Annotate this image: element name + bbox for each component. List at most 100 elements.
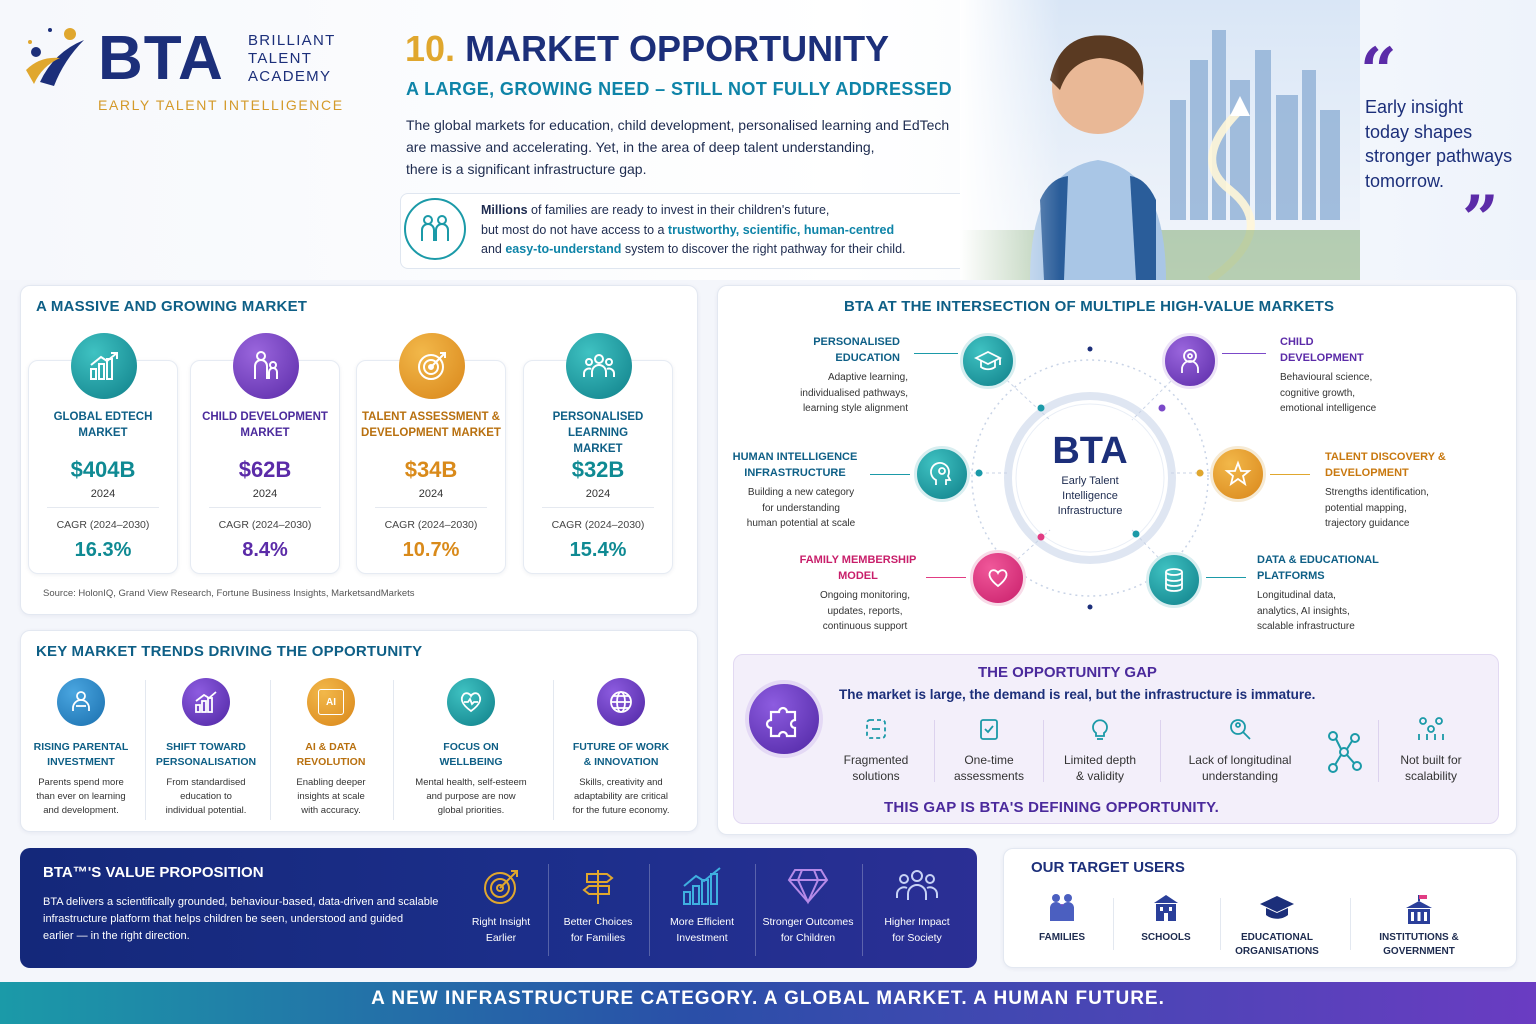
intersection-diagram xyxy=(950,346,1210,610)
families-callout xyxy=(400,193,1000,269)
target-users-title: OUR TARGET USERS xyxy=(1031,859,1185,876)
page-subtitle: A LARGE, GROWING NEED – STILL NOT FULLY … xyxy=(406,79,952,99)
node-human-intelligence-desc: Building a new category for understanding… xyxy=(746,487,856,529)
school-icon xyxy=(1111,893,1221,923)
ai-chip-icon: AI xyxy=(307,678,355,726)
banner-text: A NEW INFRASTRUCTURE CATEGORY. A GLOBAL … xyxy=(371,988,1165,1009)
market-talent-assessment: TALENT ASSESSMENT & DEVELOPMENT MARKET $3… xyxy=(356,333,506,574)
node-child-development-title: CHILD DEVELOPMENT xyxy=(1280,336,1364,364)
market-personalised-learning: PERSONALISED LEARNING MARKET $32B 2024 CA… xyxy=(523,333,673,574)
signpost-icon xyxy=(548,866,648,906)
magnifier-person-icon xyxy=(1172,716,1308,746)
gap-limited-depth: Limited depth & validity xyxy=(1045,716,1155,784)
quote-close-icon: ” xyxy=(1462,182,1499,257)
graduation-cap-icon xyxy=(960,333,1016,389)
opportunity-gap-panel xyxy=(733,654,1499,824)
node-human-intelligence-title: HUMAN INTELLIGENCE INFRASTRUCTURE xyxy=(732,451,858,479)
vp-right-insight: Right Insight Earlier xyxy=(451,866,551,946)
puzzle-icon xyxy=(745,680,823,758)
vp-higher-impact: Higher Impact for Society xyxy=(867,866,967,946)
target-icon xyxy=(399,333,465,399)
node-personalised-education-title: PERSONALISED EDUCATION xyxy=(813,336,900,364)
market-cagr: 15.4% xyxy=(569,539,627,561)
logo-mark-icon xyxy=(20,22,94,96)
gap-title: THE OPPORTUNITY GAP xyxy=(978,664,1157,681)
trend-wellbeing: FOCUS ON WELLBEING Mental health, self-es… xyxy=(408,678,534,818)
market-cagr: 16.3% xyxy=(74,539,132,561)
value-prop-title: BTA™'S VALUE PROPOSITION xyxy=(43,864,264,881)
gap-footer: THIS GAP IS BTA'S DEFINING OPPORTUNITY. xyxy=(884,799,1220,816)
node-family-membership-desc: Ongoing monitoring, updates, reports, cont… xyxy=(819,590,911,632)
market-edtech: GLOBAL EDTECH MARKET $404B 2024 CAGR (202… xyxy=(28,333,178,574)
head-gear-icon xyxy=(914,446,970,502)
star-icon xyxy=(1210,446,1266,502)
trend-ai-data: AI AI & DATA REVOLUTION Enabling deeper in… xyxy=(268,678,394,818)
trends-title: KEY MARKET TRENDS DRIVING THE OPPORTUNIT… xyxy=(36,643,423,660)
vp-better-choices: Better Choices for Families xyxy=(548,866,648,946)
bta-center-label: Early Talent Intelligence Infrastructure xyxy=(1057,475,1123,517)
graduation-cap-icon xyxy=(1222,893,1332,923)
node-talent-discovery-desc: Strengths identification, potential mappi… xyxy=(1325,487,1429,529)
value-proposition-card xyxy=(20,848,977,968)
parent-child-icon xyxy=(233,333,299,399)
market-value: $32B xyxy=(571,457,625,482)
trend-personalisation: SHIFT TOWARD PERSONALISATION From standar… xyxy=(143,678,269,818)
node-data-platforms-desc: Longitudinal data, analytics, AI insights… xyxy=(1257,590,1355,632)
page-title: 10. MARKET OPPORTUNITY xyxy=(405,28,889,70)
title-text: MARKET OPPORTUNITY xyxy=(465,28,890,69)
child-brain-icon xyxy=(1162,333,1218,389)
parents-icon xyxy=(57,678,105,726)
trend-rising-investment: RISING PARENTAL INVESTMENT Parents spend … xyxy=(18,678,144,818)
market-source: Source: HolonIQ, Grand View Research, Fo… xyxy=(43,588,415,599)
user-educational-orgs: EDUCATIONAL ORGANISATIONS xyxy=(1222,893,1332,959)
growth-chart-icon xyxy=(652,866,752,906)
callout-text: Millions of families are ready to invest… xyxy=(481,203,906,256)
heart-hand-icon xyxy=(970,550,1026,606)
node-talent-discovery-title: TALENT DISCOVERY & DEVELOPMENT xyxy=(1325,451,1446,479)
brand-name: BRILLIANT TALENT ACADEMY xyxy=(248,32,336,85)
intersection-title: BTA AT THE INTERSECTION OF MULTIPLE HIGH… xyxy=(844,298,1335,315)
heart-pulse-icon xyxy=(447,678,495,726)
target-icon xyxy=(451,866,551,906)
clipboard-check-icon xyxy=(934,716,1044,746)
trends-card xyxy=(20,630,698,832)
brand-tagline: EARLY TALENT INTELLIGENCE xyxy=(98,97,344,113)
network-nodes-icon xyxy=(1325,728,1363,779)
gap-one-time: One-time assessments xyxy=(934,716,1044,784)
quote-text: Early insight today shapes stronger path… xyxy=(1365,97,1513,191)
market-value: $62B xyxy=(238,457,292,482)
section-number: 10. xyxy=(405,28,456,69)
logo-letters: BTA xyxy=(98,24,224,93)
bta-center-logo: BTA xyxy=(1052,430,1128,472)
gap-longitudinal: Lack of longitudinal understanding xyxy=(1172,716,1308,784)
node-child-development-desc: Behavioural science, cognitive growth, emo… xyxy=(1280,372,1377,414)
market-value: $34B xyxy=(404,457,458,482)
gap-subtitle: The market is large, the demand is real,… xyxy=(839,687,1316,702)
database-icon xyxy=(1146,552,1202,608)
market-title: A MASSIVE AND GROWING MARKET xyxy=(36,298,308,315)
node-family-membership-title: FAMILY MEMBERSHIP MODEL xyxy=(799,554,917,582)
vp-stronger-outcomes: Stronger Outcomes for Children xyxy=(758,866,858,946)
gap-fragmented: Fragmented solutions xyxy=(821,716,931,784)
people-network-icon xyxy=(1376,716,1486,746)
government-building-icon xyxy=(1364,893,1474,924)
chart-icon xyxy=(71,333,137,399)
node-data-platforms-title: DATA & EDUCATIONAL PLATFORMS xyxy=(1257,554,1379,582)
gap-scalability: Not built for scalability xyxy=(1376,716,1486,784)
lightbulb-icon xyxy=(1045,716,1155,746)
market-cagr: 8.4% xyxy=(242,539,288,561)
intro-text: The global markets for education, child … xyxy=(406,117,950,177)
fragment-icon xyxy=(821,716,931,746)
group-icon xyxy=(566,333,632,399)
globe-icon xyxy=(597,678,645,726)
family-icon xyxy=(404,198,466,260)
vp-efficient-investment: More Efficient Investment xyxy=(652,866,752,946)
family-icon xyxy=(1007,893,1117,923)
node-personalised-education-desc: Adaptive learning, individualised pathway… xyxy=(800,372,908,414)
market-cagr: 10.7% xyxy=(402,539,460,561)
value-prop-text: BTA delivers a scientifically grounded, … xyxy=(43,896,439,942)
market-child-development: CHILD DEVELOPMENT MARKET $62B 2024 CAGR (… xyxy=(190,333,340,574)
user-institutions: INSTITUTIONS & GOVERNMENT xyxy=(1364,893,1474,959)
community-icon xyxy=(867,866,967,906)
market-value: $404B xyxy=(70,457,136,482)
